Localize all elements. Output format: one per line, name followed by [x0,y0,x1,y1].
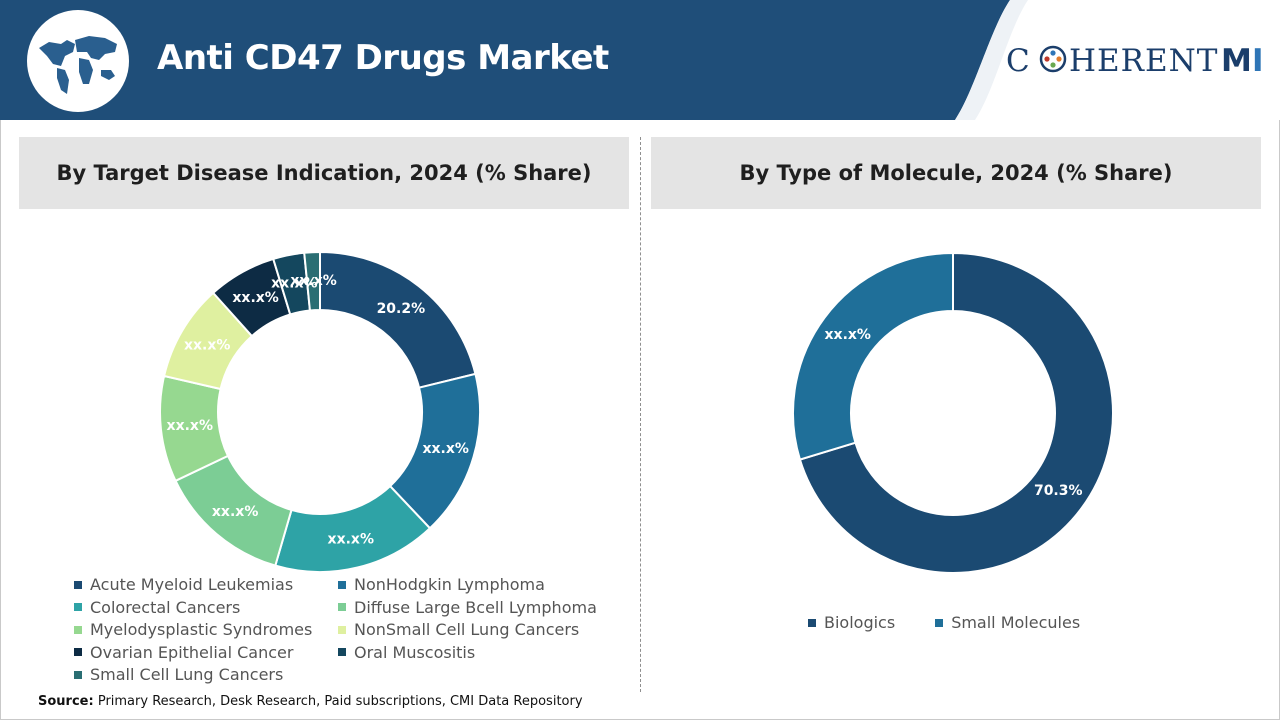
molecule-slice-1 [798,253,1113,573]
disease-legend-swatch-6 [338,625,346,634]
disease-legend-item-5: Myelodysplastic Syndromes [74,619,338,641]
disease-legend-item-6: NonSmall Cell Lung Cancers [338,619,602,641]
disease-legend-item-7: Ovarian Epithelial Cancer [74,642,338,664]
disease-legend-item-4: Diffuse Large Bcell Lymphoma [338,597,602,619]
right-chart-title: By Type of Molecule, 2024 (% Share) [739,161,1173,185]
source-note: Source: Primary Research, Desk Research,… [38,694,583,709]
disease-legend-label-4: Diffuse Large Bcell Lymphoma [354,597,597,617]
disease-data-label-1: 20.2% [377,301,426,317]
disease-legend-item-8: Oral Muscositis [338,642,602,664]
disease-data-label-3: xx.x% [328,531,374,547]
molecule-type-legend: Biologics Small Molecules [808,612,1080,634]
left-chart-header: By Target Disease Indication, 2024 (% Sh… [19,137,629,209]
disease-legend-item-9: Small Cell Lung Cancers [74,664,338,686]
disease-legend-label-1: Acute Myeloid Leukemias [90,575,294,595]
disease-slice-9 [303,252,321,312]
disease-data-label-4: xx.x% [212,504,258,520]
molecule-slice-2 [793,253,954,461]
disease-data-label-5: xx.x% [167,418,213,434]
right-chart-header: By Type of Molecule, 2024 (% Share) [651,137,1261,209]
header-background [0,0,1280,120]
disease-legend-label-8: Oral Muscositis [354,642,476,662]
disease-legend-label-2: NonHodgkin Lymphoma [354,575,545,595]
disease-data-label-6: xx.x% [184,337,230,353]
molecule-data-label-2: xx.x% [825,327,871,343]
molecule-type-donut-chart: 70.3% xx.x% [793,253,1113,573]
molecule-data-label-1: 70.3% [1034,483,1083,499]
world-map-globe-icon [27,10,129,112]
molecule-legend-swatch-1 [808,618,816,627]
panel-divider [640,137,641,692]
svg-text:I: I [1252,43,1264,79]
disease-data-label-2: xx.x% [422,441,468,457]
disease-slice-1 [319,252,477,389]
left-chart-title: By Target Disease Indication, 2024 (% Sh… [56,161,592,185]
disease-legend-swatch-8 [338,648,346,657]
disease-data-label-7: xx.x% [232,290,278,306]
disease-legend-label-7: Ovarian Epithelial Cancer [90,642,294,662]
molecule-legend-swatch-2 [935,618,944,627]
source-label: Source: [38,694,94,709]
disease-legend-label-3: Colorectal Cancers [90,597,241,617]
molecule-legend-item-1: Biologics [808,612,895,634]
coherent-mi-logo: C HERENT M I [1006,38,1270,82]
svg-text:HERENT: HERENT [1069,43,1218,79]
disease-legend-swatch-3 [74,603,82,612]
disease-legend-swatch-5 [74,625,82,634]
disease-legend-item-2: NonHodgkin Lymphoma [338,574,602,596]
molecule-legend-label-1: Biologics [824,613,896,633]
molecule-legend-label-2: Small Molecules [951,613,1081,633]
molecule-legend-item-2: Small Molecules [935,612,1080,634]
disease-legend-swatch-9 [74,670,82,679]
disease-legend-label-5: Myelodysplastic Syndromes [90,620,313,640]
header-band: Anti CD47 Drugs Market C HERENT M I [0,0,1280,120]
disease-legend-swatch-1 [74,580,82,589]
disease-data-label-8: xx.x% [271,276,317,292]
disease-indication-legend: Acute Myeloid Leukemias NonHodgkin Lympho… [74,574,614,686]
source-text: Primary Research, Desk Research, Paid su… [97,694,583,709]
disease-legend-swatch-2 [338,580,346,589]
disease-legend-item-3: Colorectal Cancers [74,597,338,619]
disease-legend-swatch-4 [338,603,346,612]
disease-legend-swatch-7 [74,648,82,657]
disease-data-label-9: xx.x% [290,273,336,289]
disease-legend-label-9: Small Cell Lung Cancers [90,665,284,685]
svg-text:M: M [1221,43,1252,79]
disease-legend-item-1: Acute Myeloid Leukemias [74,574,338,596]
disease-indication-donut-chart: 20.2%xx.x%xx.x%xx.x%xx.x%xx.x%xx.x%xx.x%… [160,252,480,572]
svg-text:C: C [1006,43,1031,79]
disease-legend-label-6: NonSmall Cell Lung Cancers [354,620,580,640]
page-title: Anti CD47 Drugs Market [157,38,609,78]
